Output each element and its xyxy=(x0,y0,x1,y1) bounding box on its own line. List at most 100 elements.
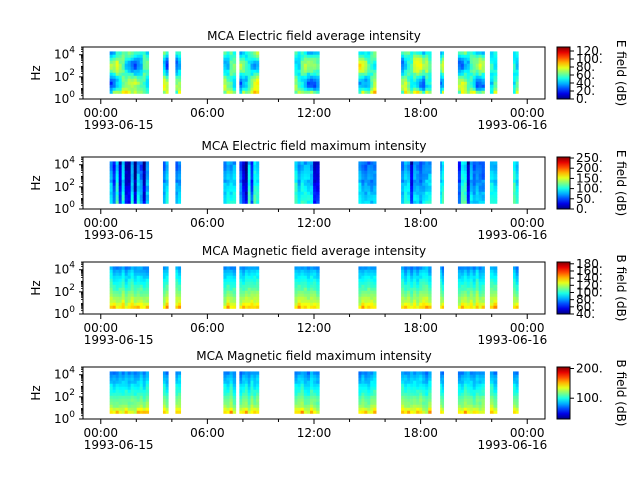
heatmap-cell xyxy=(253,266,257,270)
data-segment xyxy=(440,161,445,204)
heatmap-cell xyxy=(250,57,254,61)
heatmap-cell xyxy=(136,398,141,402)
heatmap-cell xyxy=(253,197,257,201)
heatmap-cell xyxy=(419,398,423,402)
heatmap-cell xyxy=(472,63,476,67)
heatmap-cell xyxy=(410,176,414,180)
heatmap-cell xyxy=(297,383,301,387)
heatmap-cell xyxy=(425,57,429,61)
colorbar-tick-label: 250. xyxy=(576,151,603,165)
heatmap-cell xyxy=(136,272,141,276)
heatmap-cell xyxy=(142,69,147,73)
heatmap-cell xyxy=(419,401,423,405)
heatmap-cell xyxy=(115,386,119,390)
heatmap-cell xyxy=(109,272,113,276)
heatmap-cell xyxy=(478,383,482,387)
heatmap-cell xyxy=(419,51,423,55)
heatmap-cell xyxy=(460,374,465,378)
heatmap-cell xyxy=(133,302,138,306)
heatmap-cell xyxy=(469,272,474,276)
heatmap-cell xyxy=(242,72,246,76)
heatmap-cell xyxy=(460,284,465,288)
heatmap-cell xyxy=(358,161,362,165)
heatmap-cell xyxy=(475,200,479,204)
heatmap-cell xyxy=(145,290,150,294)
heatmap-cell xyxy=(250,188,254,192)
heatmap-cell xyxy=(358,81,362,85)
heatmap-cell xyxy=(175,66,179,70)
data-segment xyxy=(358,51,377,94)
heatmap-cell xyxy=(316,275,320,279)
heatmap-cell xyxy=(256,395,260,399)
heatmap-cell xyxy=(515,185,519,189)
heatmap-cell xyxy=(489,90,494,94)
heatmap-cell xyxy=(413,161,417,165)
heatmap-cell xyxy=(440,179,443,183)
heatmap-cell xyxy=(416,197,420,201)
heatmap-cell xyxy=(229,75,234,79)
heatmap-cell xyxy=(404,302,408,306)
heatmap-cell xyxy=(373,81,377,85)
heatmap-cell xyxy=(294,75,298,79)
heatmap-cell xyxy=(118,60,122,64)
heatmap-cell xyxy=(419,269,423,273)
heatmap-cell xyxy=(112,287,116,291)
heatmap-cell xyxy=(515,410,519,414)
heatmap-cell xyxy=(118,404,122,408)
heatmap-cell xyxy=(136,407,141,411)
heatmap-cell xyxy=(133,200,138,204)
heatmap-cell xyxy=(481,299,485,303)
heatmap-cell xyxy=(118,293,122,297)
data-segment xyxy=(223,161,237,204)
heatmap-cell xyxy=(139,293,144,297)
heatmap-cell xyxy=(165,389,169,393)
heatmap-cell xyxy=(441,398,445,402)
heatmap-cell xyxy=(178,170,182,174)
heatmap-cell xyxy=(425,392,429,396)
heatmap-cell xyxy=(310,302,314,306)
heatmap-cell xyxy=(115,287,119,291)
heatmap-cell xyxy=(297,266,301,270)
heatmap-cell xyxy=(367,401,371,405)
heatmap-cell xyxy=(407,197,411,201)
heatmap-cell xyxy=(316,407,320,411)
heatmap-cell xyxy=(165,302,169,306)
heatmap-cell xyxy=(428,75,432,79)
heatmap-cell xyxy=(469,293,474,297)
heatmap-cell xyxy=(121,161,125,165)
heatmap-cell xyxy=(142,299,147,303)
heatmap-cell xyxy=(244,284,249,288)
heatmap-cell xyxy=(513,392,516,396)
heatmap-cell xyxy=(489,377,494,381)
heatmap-cell xyxy=(253,293,257,297)
heatmap-cell xyxy=(425,386,429,390)
heatmap-cell xyxy=(367,380,371,384)
heatmap-cell xyxy=(175,200,179,204)
heatmap-cell xyxy=(239,87,243,91)
heatmap-cell xyxy=(364,78,368,82)
heatmap-cell xyxy=(250,284,254,288)
heatmap-cell xyxy=(247,305,251,309)
heatmap-cell xyxy=(121,287,125,291)
heatmap-cell xyxy=(136,167,141,171)
heatmap-cell xyxy=(118,176,122,180)
heatmap-cell xyxy=(364,179,368,183)
heatmap-cell xyxy=(440,54,443,58)
heatmap-cell xyxy=(133,197,138,201)
heatmap-cell xyxy=(441,377,445,381)
heatmap-cell xyxy=(515,287,519,291)
heatmap-cell xyxy=(297,72,301,76)
heatmap-cell xyxy=(232,188,237,192)
heatmap-cell xyxy=(460,278,465,282)
heatmap-cell xyxy=(361,299,365,303)
heatmap-cell xyxy=(109,404,113,408)
heatmap-cell xyxy=(460,161,465,165)
heatmap-cell xyxy=(441,78,445,82)
heatmap-cell xyxy=(223,281,227,285)
heatmap-cell xyxy=(401,197,405,201)
heatmap-cell xyxy=(316,395,320,399)
heatmap-cell xyxy=(232,407,237,411)
heatmap-cell xyxy=(306,281,311,285)
heatmap-cell xyxy=(247,269,251,273)
heatmap-cell xyxy=(226,398,230,402)
